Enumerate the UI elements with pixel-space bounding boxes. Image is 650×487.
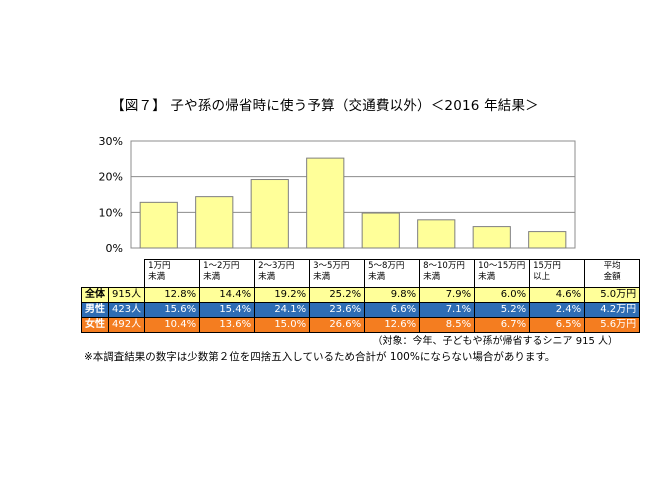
table-header-row: 1万円 未満 1～2万円 未満 2～3万円 未満 3～5万円 未満 5～8万円 未満 8～10万円未… (82, 259, 641, 288)
table-cell: 19.2% (254, 287, 311, 303)
y-tick-label: 0% (106, 242, 123, 255)
row-label: 男性 (81, 302, 109, 318)
row-count: 492人 (107, 317, 146, 333)
row-label: 女性 (81, 317, 109, 333)
table-cell: 6.7% (474, 317, 531, 333)
bar (306, 157, 345, 249)
bar (417, 219, 456, 249)
average-header: 平均 金額 (584, 259, 641, 288)
category-label: 1万円 未満 (144, 259, 201, 288)
y-tick-label: 20% (99, 171, 123, 184)
table-cell: 15.6% (144, 302, 201, 318)
row-average: 4.2万円 (584, 302, 641, 318)
category-label: 15万円 以上 (529, 259, 586, 288)
y-tick-label: 30% (99, 135, 123, 148)
table-cell: 15.4% (199, 302, 256, 318)
category-label: 2～3万円 未満 (254, 259, 311, 288)
target-note: （対象：今年、子どもや孫が帰省するシニア 915 人） (372, 336, 618, 347)
table-cell: 4.6% (529, 287, 586, 303)
header-blank (82, 260, 145, 288)
row-label: 全体 (81, 287, 109, 303)
rounding-note: ※本調査結果の数字は少数第２位を四捨五入しているため合計が 100%にならない場… (84, 351, 556, 363)
bar (139, 201, 178, 249)
row-average: 5.6万円 (584, 317, 641, 333)
category-label: 5～8万円 未満 (364, 259, 421, 288)
category-label: 8～10万円 未満 (419, 259, 476, 288)
table-cell: 7.9% (419, 287, 476, 303)
table-cell: 24.1% (254, 302, 311, 318)
table-cell: 7.1% (419, 302, 476, 318)
category-label: 10～15万円 未満 (474, 259, 531, 288)
data-table: 1万円 未満 1～2万円 未満 2～3万円 未満 3～5万円 未満 5～8万円 未満 8～10万円未… (81, 259, 641, 333)
table-cell: 2.4% (529, 302, 586, 318)
table-cell: 5.2% (474, 302, 531, 318)
bar (361, 212, 400, 249)
bar (195, 196, 234, 249)
table-cell: 6.0% (474, 287, 531, 303)
row-average: 5.0万円 (584, 287, 641, 303)
table-row: 女性 492人 10.4% 13.6% 15.0% 26.6% 12.6% 8.5% 6.7% 6… (81, 317, 641, 333)
table-cell: 15.0% (254, 317, 311, 333)
row-count: 423人 (107, 302, 146, 318)
category-label: 3～5万円 未満 (309, 259, 366, 288)
table-cell: 13.6% (199, 317, 256, 333)
table-cell: 14.4% (199, 287, 256, 303)
table-cell: 25.2% (309, 287, 366, 303)
chart-title: 【図７】 子や孫の帰省時に使う予算（交通費以外）＜2016 年結果＞ (111, 98, 539, 114)
category-label: 1～2万円 未満 (199, 259, 256, 288)
y-tick-label: 10% (99, 206, 123, 219)
table-cell: 9.8% (364, 287, 421, 303)
table-cell: 12.6% (364, 317, 421, 333)
table-row: 全体 915人 12.8% 14.4% 19.2% 25.2% 9.8% 7.9% 6.0% 4.… (81, 287, 641, 303)
table-cell: 10.4% (144, 317, 201, 333)
row-count: 915人 (107, 287, 146, 303)
bar (528, 231, 567, 249)
table-cell: 12.8% (144, 287, 201, 303)
table-cell: 6.6% (364, 302, 421, 318)
table-row: 男性 423人 15.6% 15.4% 24.1% 23.6% 6.6% 7.1% 5.2% 2.… (81, 302, 641, 318)
bar (472, 226, 511, 249)
bar (250, 179, 289, 249)
table-cell: 6.5% (529, 317, 586, 333)
table-cell: 8.5% (419, 317, 476, 333)
table-cell: 23.6% (309, 302, 366, 318)
table-cell: 26.6% (309, 317, 366, 333)
